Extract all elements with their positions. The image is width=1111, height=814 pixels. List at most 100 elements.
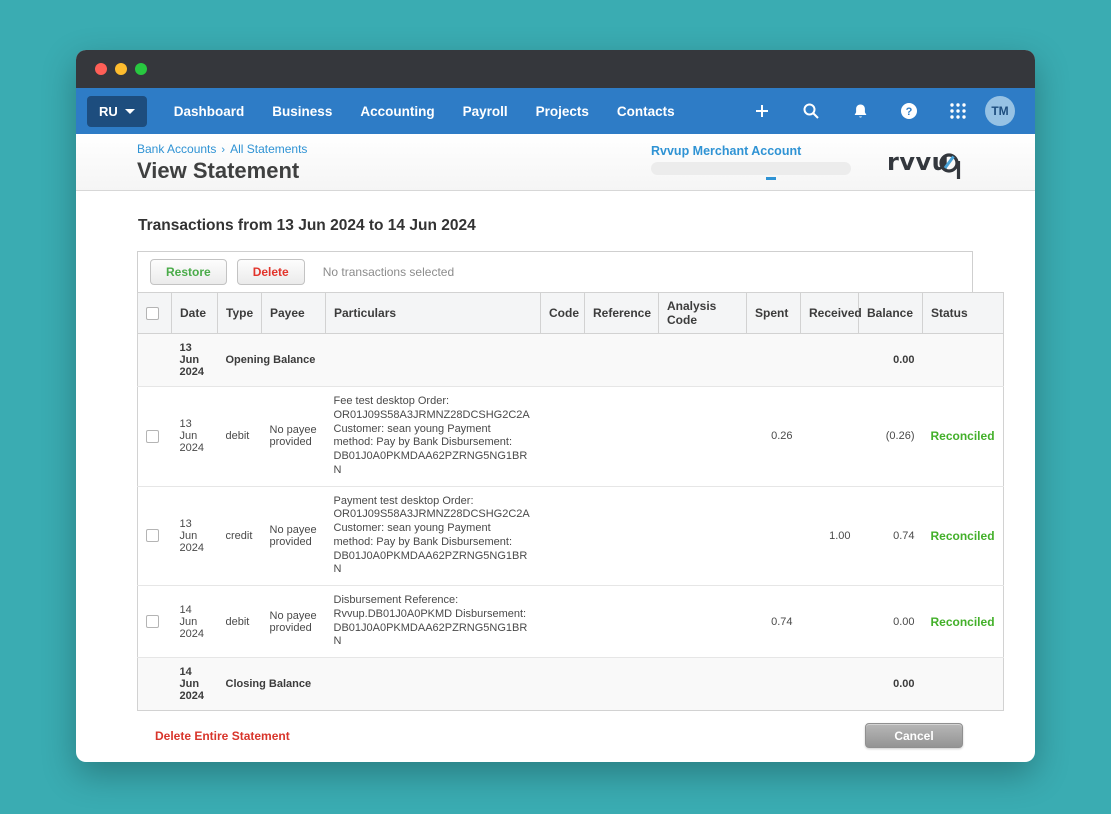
reference-cell	[584, 585, 659, 658]
column-header-analysis-code: Analysis Code	[658, 292, 747, 334]
column-header-status: Status	[922, 292, 1004, 334]
analysis-code-cell	[658, 585, 747, 658]
org-short-name: RU	[99, 103, 118, 119]
cancel-button[interactable]: Cancel	[865, 723, 963, 748]
balance-cell: 0.00	[858, 657, 923, 711]
transactions-heading: Transactions from 13 Jun 2024 to 14 Jun …	[138, 217, 476, 234]
row-select-cell	[137, 386, 172, 486]
balance-label-cell: Opening Balance	[217, 333, 747, 387]
transaction-row: 13 Jun 2024 debit No payee provided Fee …	[137, 386, 1004, 486]
received-cell	[800, 657, 859, 711]
transaction-row: 13 Jun 2024 credit No payee provided Pay…	[137, 485, 1004, 586]
spent-cell	[746, 657, 801, 711]
balance-row: 13 Jun 2024 Opening Balance 0.00	[137, 333, 1004, 387]
code-cell	[540, 386, 585, 486]
delete-button[interactable]: Delete	[236, 259, 305, 285]
payee-cell: No payee provided	[261, 485, 326, 586]
restore-button[interactable]: Restore	[150, 259, 227, 285]
nav-item-payroll[interactable]: Payroll	[462, 103, 508, 119]
balance-cell: 0.00	[858, 333, 923, 387]
transaction-row: 14 Jun 2024 debit No payee provided Disb…	[137, 585, 1004, 658]
svg-text:?: ?	[906, 106, 913, 118]
rvvup-logo-text: rvvu	[887, 148, 949, 176]
maximize-window-icon[interactable]	[135, 63, 147, 75]
analysis-code-cell	[658, 485, 747, 586]
date-cell: 14 Jun 2024	[171, 585, 218, 658]
row-select-cell	[137, 657, 172, 711]
chevron-down-icon	[124, 108, 135, 114]
type-cell: debit	[217, 386, 262, 486]
main-content: Transactions from 13 Jun 2024 to 14 Jun …	[76, 191, 1035, 762]
analysis-code-cell	[658, 386, 747, 486]
apps-grid-icon[interactable]	[948, 101, 968, 121]
add-icon[interactable]	[752, 101, 772, 121]
particulars-cell: Payment test desktop Order: OR01J09S58A3…	[325, 485, 541, 586]
code-cell	[540, 485, 585, 586]
balance-label-cell: Closing Balance	[217, 657, 747, 711]
page-title: View Statement	[137, 158, 300, 183]
balance-cell: 0.74	[858, 485, 923, 586]
row-select-cell	[137, 585, 172, 658]
received-cell	[800, 386, 859, 486]
date-cell: 13 Jun 2024	[171, 386, 218, 486]
breadcrumb: Bank Accounts › All Statements	[137, 142, 307, 156]
nav-item-business[interactable]: Business	[272, 103, 333, 119]
particulars-cell: Fee test desktop Order: OR01J09S58A3JRMN…	[325, 386, 541, 486]
status-cell: Reconciled	[922, 386, 1004, 486]
nav-item-accounting[interactable]: Accounting	[360, 103, 435, 119]
nav-item-dashboard[interactable]: Dashboard	[173, 103, 245, 119]
balance-cell: (0.26)	[858, 386, 923, 486]
notifications-bell-icon[interactable]	[850, 101, 870, 121]
transactions-table: Date Type Payee Particulars Code Reference Ana…	[137, 292, 1004, 711]
select-all-checkbox[interactable]	[146, 306, 159, 320]
status-cell	[922, 333, 1004, 387]
payee-cell: No payee provided	[261, 585, 326, 658]
help-icon[interactable]: ?	[899, 101, 919, 121]
column-header-type: Type	[217, 292, 262, 334]
merchant-account-link[interactable]: Rvvup Merchant Account	[651, 144, 802, 158]
reconciled-status-link[interactable]: Reconciled	[930, 429, 995, 444]
delete-entire-statement-link[interactable]: Delete Entire Statement	[155, 728, 290, 743]
org-menu-button[interactable]: RU	[87, 95, 147, 127]
column-header-spent: Spent	[746, 292, 801, 334]
minimize-window-icon[interactable]	[115, 63, 127, 75]
browser-window: RU Dashboard Business Accounting Payroll Pro…	[76, 50, 1035, 762]
redacted-account-detail	[651, 162, 851, 175]
date-cell: 13 Jun 2024	[171, 333, 218, 387]
column-header-date: Date	[171, 292, 218, 334]
page-header: Bank Accounts › All Statements View Statem…	[76, 134, 1035, 191]
breadcrumb-bank-accounts[interactable]: Bank Accounts	[137, 142, 217, 156]
nav-item-contacts[interactable]: Contacts	[616, 103, 675, 119]
search-icon[interactable]	[801, 101, 821, 121]
row-checkbox[interactable]	[146, 615, 159, 628]
breadcrumb-separator: ›	[221, 144, 226, 156]
avatar-initials: TM	[991, 104, 1009, 118]
type-cell: credit	[217, 485, 262, 586]
rvvup-logo: rvvu	[887, 146, 965, 185]
date-cell: 13 Jun 2024	[171, 485, 218, 586]
column-header-received: Received	[800, 292, 862, 334]
statement-footer: Delete Entire Statement Cancel	[137, 711, 977, 762]
select-all-header	[137, 292, 172, 334]
reconciled-status-link[interactable]: Reconciled	[930, 528, 995, 543]
transactions-tbody: 13 Jun 2024 Opening Balance 0.00 13 Jun …	[137, 333, 1004, 711]
breadcrumb-all-statements[interactable]: All Statements	[230, 142, 308, 156]
received-cell	[800, 585, 859, 658]
table-header-row: Date Type Payee Particulars Code Reference Ana…	[137, 292, 1004, 334]
particulars-cell: Disbursement Reference: Rvvup.DB01J0A0PK…	[325, 585, 541, 658]
row-select-cell	[137, 485, 172, 586]
row-checkbox[interactable]	[146, 529, 159, 543]
nav-item-projects[interactable]: Projects	[535, 103, 589, 119]
top-navbar: RU Dashboard Business Accounting Payroll Pro…	[76, 88, 1035, 134]
type-cell: debit	[217, 585, 262, 658]
selection-toolbar: Restore Delete No transactions selected	[137, 251, 973, 292]
row-checkbox[interactable]	[146, 429, 159, 443]
spent-cell: 0.26	[746, 386, 801, 486]
column-header-reference: Reference	[584, 292, 659, 334]
reconciled-status-link[interactable]: Reconciled	[930, 614, 995, 629]
code-cell	[540, 585, 585, 658]
close-window-icon[interactable]	[95, 63, 107, 75]
avatar[interactable]: TM	[985, 96, 1015, 126]
column-header-code: Code	[540, 292, 585, 334]
